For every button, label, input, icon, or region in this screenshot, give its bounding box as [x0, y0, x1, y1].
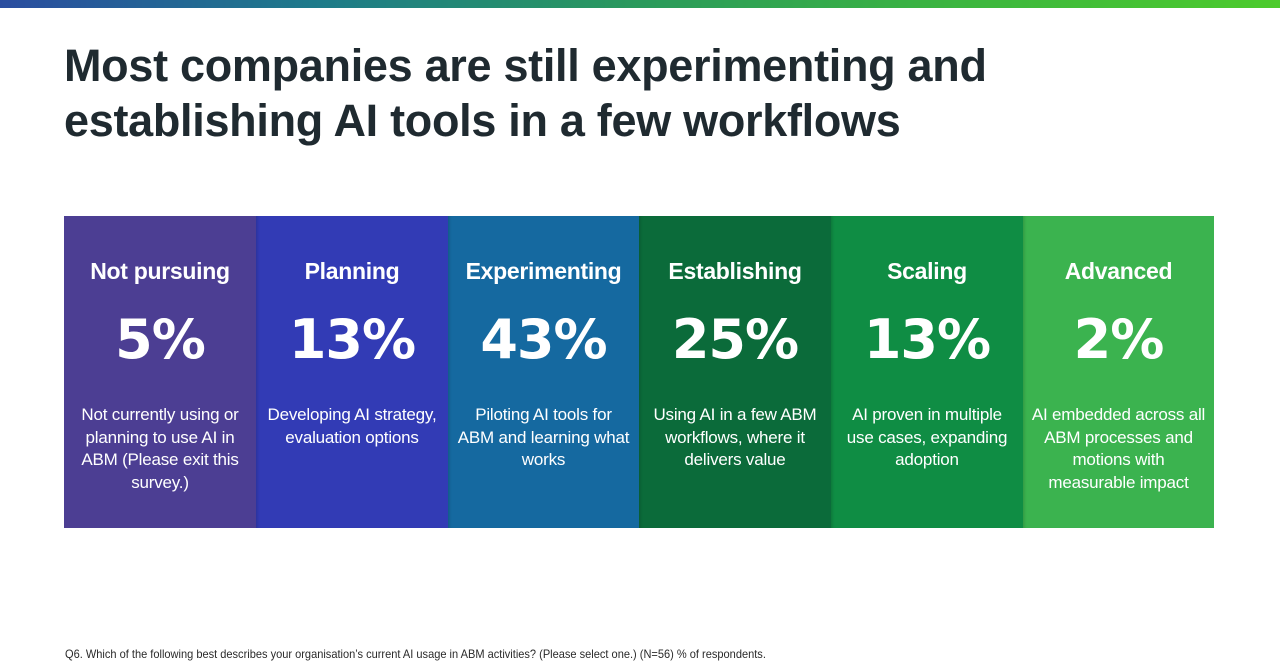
- stage-description: Developing AI strategy, evaluation optio…: [267, 405, 437, 447]
- accent-gradient-bar: [0, 0, 1280, 8]
- stage-not-pursuing: Not pursuing 5% Not currently using or p…: [64, 216, 256, 528]
- stage-scaling: Scaling 13% AI proven in multiple use ca…: [831, 216, 1023, 528]
- stage-percentage: 25%: [671, 308, 799, 371]
- stage-percentage: 13%: [863, 308, 991, 371]
- stage-description: Not currently using or planning to use A…: [81, 405, 239, 492]
- stage-description: Piloting AI tools for ABM and learning w…: [457, 405, 630, 469]
- stage-percentage: 13%: [288, 308, 416, 371]
- stage-planning: Planning 13% Developing AI strategy, eva…: [256, 216, 448, 528]
- stage-label: Planning: [304, 258, 400, 284]
- stage-percentage: 5%: [115, 308, 206, 371]
- stage-label: Establishing: [668, 258, 802, 284]
- stage-experimenting: Experimenting 43% Piloting AI tools for …: [448, 216, 639, 528]
- stage-description: AI embedded across all ABM processes and…: [1031, 405, 1206, 492]
- stage-description: Using AI in a few ABM workflows, where i…: [653, 405, 817, 469]
- stage-label: Scaling: [887, 258, 967, 284]
- page-title: Most companies are still experimenting a…: [64, 40, 987, 146]
- stage-label: Experimenting: [465, 258, 622, 284]
- stage-label: Not pursuing: [90, 258, 230, 284]
- maturity-stages-row: Not pursuing 5% Not currently using or p…: [64, 216, 1214, 528]
- survey-question-footnote: Q6. Which of the following best describe…: [65, 647, 766, 661]
- stage-label: Advanced: [1064, 258, 1173, 284]
- stage-percentage: 2%: [1073, 308, 1165, 371]
- stage-establishing: Establishing 25% Using AI in a few ABM w…: [639, 216, 831, 528]
- stage-percentage: 43%: [480, 308, 607, 371]
- stage-advanced: Advanced 2% AI embedded across all ABM p…: [1023, 216, 1214, 528]
- stage-description: AI proven in multiple use cases, expandi…: [846, 405, 1008, 469]
